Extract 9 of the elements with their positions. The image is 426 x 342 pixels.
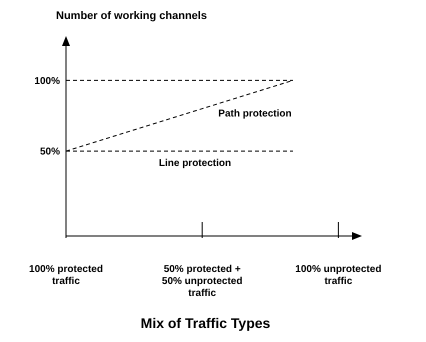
x-tick-label: 100% protected traffic — [29, 264, 103, 287]
series-label: Line protection — [158, 158, 232, 170]
x-tick-label: 100% unprotected traffic — [295, 264, 382, 287]
x-tick-label: 50% protected + 50% unprotected traffic — [162, 264, 242, 299]
series-label: Path protection — [218, 108, 292, 120]
x-axis-title: Mix of Traffic Types — [140, 315, 272, 331]
y-tick-label: 50% — [40, 146, 60, 158]
y-axis-title: Number of working channels — [56, 10, 207, 22]
y-tick-label: 100% — [34, 76, 60, 87]
